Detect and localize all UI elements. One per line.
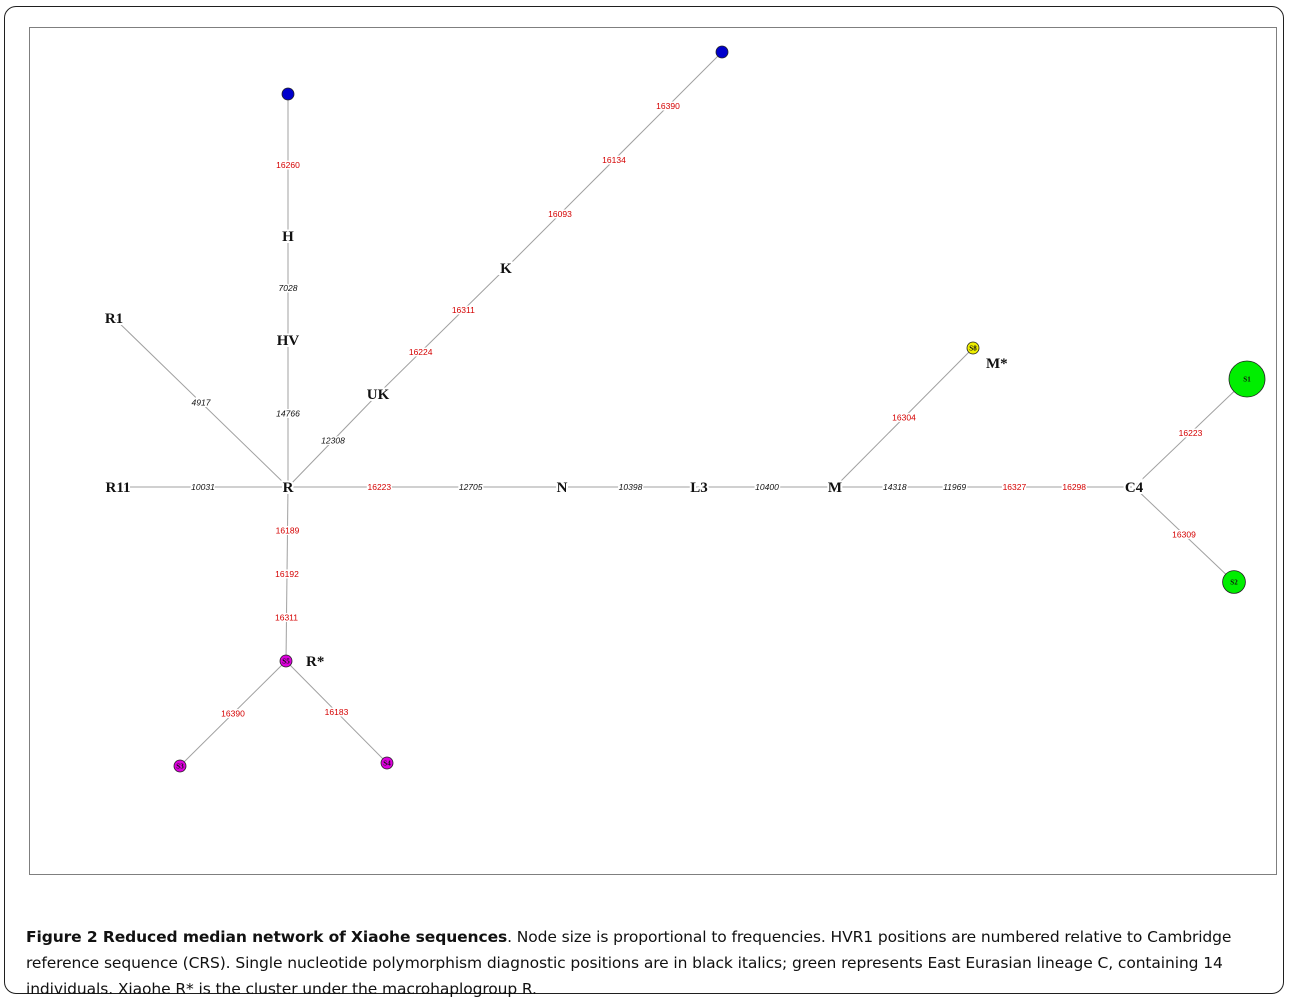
node-circle-blueh bbox=[281, 87, 295, 101]
node-label-hv: HV bbox=[277, 333, 300, 349]
node-circle-s2 bbox=[1222, 570, 1246, 594]
position-label-N-L3-1: 10398 bbox=[619, 482, 643, 492]
median-network-diagram: 16223 12705 10398 10400 14318 11969 16327 16298… bbox=[103, 45, 1266, 773]
node-label-c4: C4 bbox=[1125, 480, 1144, 496]
edge-K-blueK bbox=[505, 51, 723, 269]
node-label-r: R bbox=[283, 480, 294, 496]
position-label-M-S8-1: 16304 bbox=[892, 413, 916, 423]
edge-layer bbox=[113, 51, 1248, 767]
caption-body: Node size is proportional to frequencies… bbox=[26, 928, 1232, 998]
position-label-R-HV-1: 14766 bbox=[276, 409, 300, 419]
position-label-K-blueK-2: 16134 bbox=[602, 155, 626, 165]
edge-S5-S4 bbox=[285, 660, 388, 764]
position-label-M-C4-2: 11969 bbox=[943, 482, 966, 492]
node-label-rstar: R* bbox=[306, 654, 324, 670]
position-label-R-S5-2: 16192 bbox=[275, 569, 299, 579]
edge-C4-S2 bbox=[1133, 486, 1235, 583]
node-label-s2: S2 bbox=[1230, 579, 1238, 587]
position-label-C4-S1-1: 16223 bbox=[1179, 428, 1203, 438]
node-label-m: M bbox=[828, 480, 842, 496]
position-label-M-C4-4: 16298 bbox=[1062, 482, 1086, 492]
node-circle-s3 bbox=[173, 759, 187, 773]
node-label-n: N bbox=[557, 480, 568, 496]
edge-M-S8 bbox=[834, 347, 974, 488]
position-label-M-C4-3: 16327 bbox=[1003, 482, 1027, 492]
node-label-s3: S3 bbox=[176, 763, 184, 771]
position-label-layer: 16223 12705 10398 10400 14318 11969 16327 16298… bbox=[190, 100, 1204, 721]
edge-R1-R bbox=[113, 317, 289, 488]
node-label-k: K bbox=[500, 261, 512, 277]
node-label-r11: R11 bbox=[105, 480, 130, 496]
position-label-UK-K-1: 16224 bbox=[409, 347, 433, 357]
position-label-R11-R-1: 10031 bbox=[191, 482, 215, 492]
caption-title: Figure 2 Reduced median network of Xiaoh… bbox=[26, 928, 508, 946]
edge-R-S5 bbox=[285, 486, 289, 662]
node-layer: R N L3 M C4 R1 R11 HV H UK K M* R* S1 S2 S3 S4 S5 S8 bbox=[103, 45, 1266, 773]
node-label-h: H bbox=[282, 229, 294, 245]
edge-UK-K bbox=[377, 267, 507, 395]
node-circle-bluek bbox=[715, 45, 729, 59]
figure-caption: Figure 2 Reduced median network of Xiaoh… bbox=[26, 924, 1254, 1002]
node-label-s4: S4 bbox=[383, 760, 391, 768]
node-label-s5: S5 bbox=[282, 658, 290, 666]
node-label-s1: S1 bbox=[1243, 376, 1251, 384]
position-label-R1-R-1: 4917 bbox=[192, 398, 211, 408]
edge-C4-S1 bbox=[1133, 378, 1248, 488]
node-circle-s5 bbox=[279, 654, 293, 668]
position-label-M-C4-1: 14318 bbox=[883, 482, 907, 492]
node-circle-s8 bbox=[966, 341, 980, 355]
position-label-L3-M-1: 10400 bbox=[755, 482, 779, 492]
position-label-UK-K-2: 16311 bbox=[452, 305, 475, 315]
node-circle-s4 bbox=[380, 756, 394, 770]
caption-separator: . bbox=[507, 928, 517, 946]
position-label-S5-S4-1: 16183 bbox=[325, 707, 349, 717]
figure-panel: 16223 12705 10398 10400 14318 11969 16327 16298… bbox=[4, 6, 1284, 998]
edge-S5-S3 bbox=[179, 660, 287, 767]
position-label-R-S5-3: 16311 bbox=[275, 613, 298, 623]
position-label-H-blueH-1: 16260 bbox=[276, 160, 300, 170]
edge-R-UK bbox=[287, 393, 379, 488]
position-label-C4-S2-1: 16309 bbox=[1172, 530, 1196, 540]
network-plot-frame: 16223 12705 10398 10400 14318 11969 16327 16298… bbox=[29, 27, 1277, 875]
position-label-HV-H-1: 7028 bbox=[279, 283, 298, 293]
position-label-S5-S3-1: 16390 bbox=[221, 709, 245, 719]
position-label-R-S5-1: 16189 bbox=[276, 526, 300, 536]
node-label-mstar: M* bbox=[986, 356, 1008, 372]
node-label-r1: R1 bbox=[105, 311, 123, 327]
position-label-K-blueK-1: 16093 bbox=[548, 209, 572, 219]
node-circle-s1 bbox=[1228, 360, 1266, 398]
position-label-R-N-1: 16223 bbox=[368, 482, 392, 492]
position-label-R-N-2: 12705 bbox=[459, 482, 483, 492]
node-label-l3: L3 bbox=[690, 480, 708, 496]
position-label-K-blueK-3: 16390 bbox=[656, 101, 680, 111]
position-label-R-UK-1: 12308 bbox=[321, 436, 345, 446]
node-label-s8: S8 bbox=[969, 345, 977, 353]
node-label-uk: UK bbox=[367, 387, 390, 403]
